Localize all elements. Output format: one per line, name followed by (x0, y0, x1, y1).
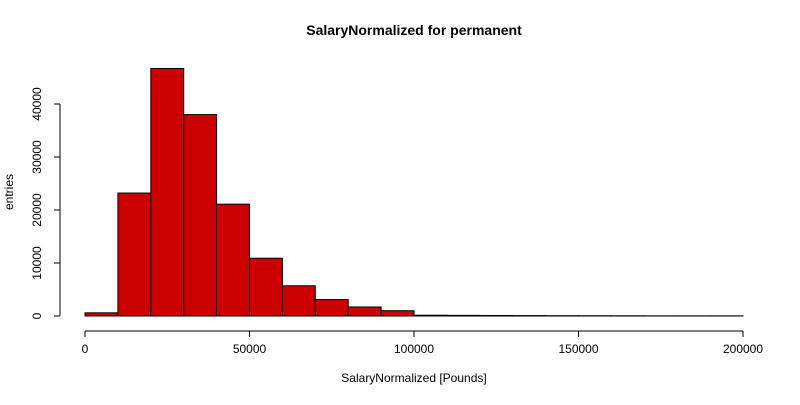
histogram-bar (217, 204, 250, 316)
histogram-bar (447, 315, 480, 316)
y-tick-label: 30000 (30, 140, 44, 174)
bars-group (85, 68, 743, 316)
histogram-bar (480, 315, 513, 316)
y-axis: 0 10000 20000 30000 40000 (30, 87, 60, 319)
histogram-bar (151, 68, 184, 316)
chart-title: SalaryNormalized for permanent (306, 22, 522, 38)
histogram-bar (250, 258, 283, 316)
x-axis: 0 50000 100000 150000 200000 (82, 331, 764, 356)
histogram-bar (118, 193, 151, 316)
histogram-bar (381, 311, 414, 316)
y-tick-label: 40000 (30, 87, 44, 121)
histogram-bar (414, 315, 447, 316)
x-axis-label: SalaryNormalized [Pounds] (341, 371, 486, 385)
y-axis-label: entries (2, 174, 16, 210)
histogram-bar (282, 286, 315, 316)
histogram-bar (184, 115, 217, 316)
histogram-bar (85, 313, 118, 316)
y-tick-label: 0 (30, 312, 44, 319)
histogram-bar (315, 300, 348, 316)
y-tick-label: 20000 (30, 193, 44, 227)
y-tick-label: 10000 (30, 246, 44, 280)
x-tick-label: 100000 (394, 342, 434, 356)
x-tick-label: 0 (82, 342, 89, 356)
histogram-bar (348, 307, 381, 316)
x-tick-label: 200000 (723, 342, 763, 356)
x-tick-label: 50000 (233, 342, 267, 356)
x-tick-label: 150000 (558, 342, 598, 356)
